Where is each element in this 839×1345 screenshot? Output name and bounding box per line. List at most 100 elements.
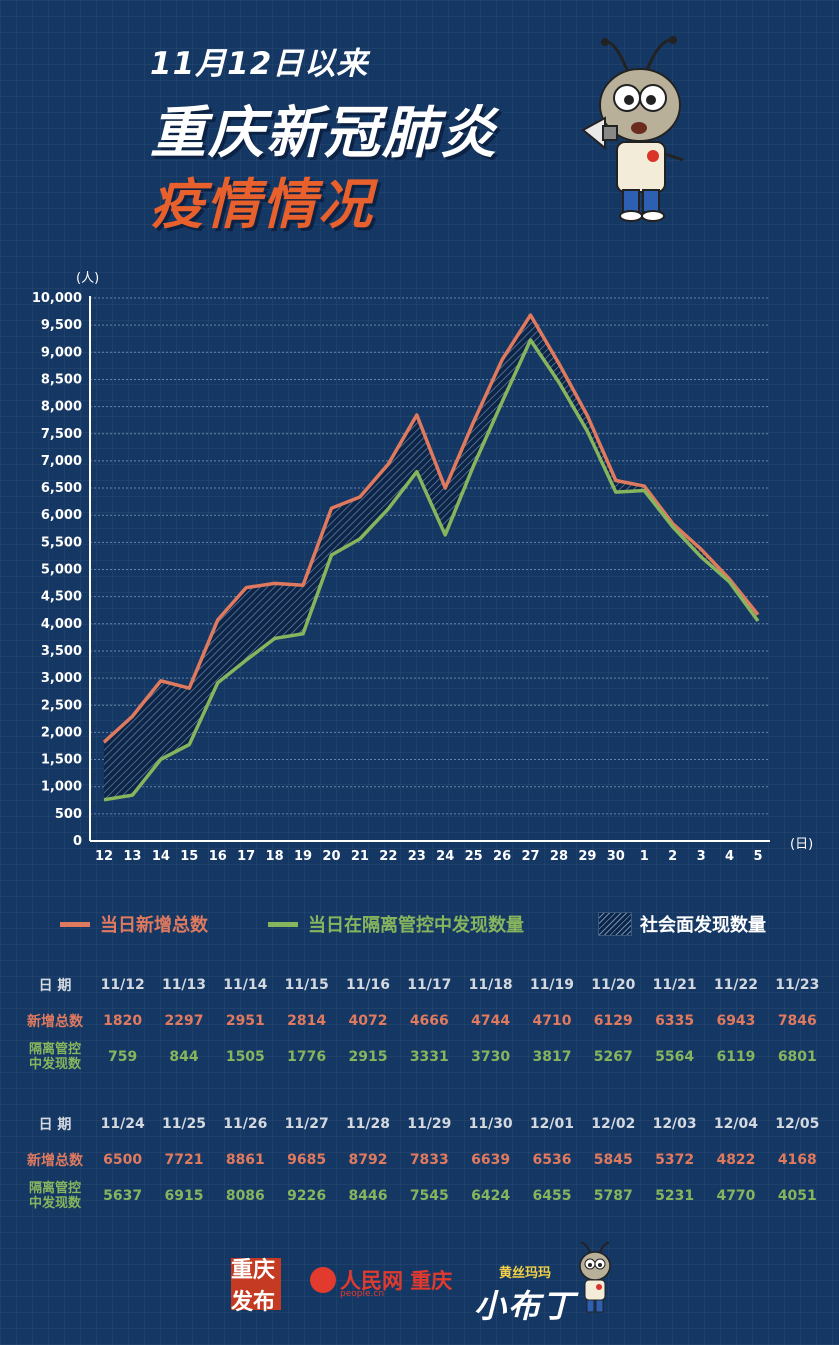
table-cell-total: 6639 [471,1152,511,1168]
table-cell-quarantine: 5564 [655,1049,695,1065]
table-cell-quarantine: 6801 [777,1049,817,1065]
row-label-quarantine-line2: 中发现数 [28,1196,81,1211]
table-cell-total: 4168 [777,1152,817,1168]
people-logo-icon [310,1267,336,1293]
table-cell-quarantine: 9226 [287,1188,327,1204]
table-cell-date: 11/15 [284,977,329,993]
table-cell-total: 4072 [348,1013,388,1029]
table-cell-date: 12/03 [652,1116,697,1132]
table-cell-quarantine: 1505 [225,1049,265,1065]
table-cell-total: 7833 [409,1152,449,1168]
y-tick-label: 3,500 [41,644,82,659]
x-axis-ticks: 12 13 14 15 16 17 18 19 20 21 22 23 24 25 26 27 28 29 30 1 2… [95,849,763,864]
y-tick-label: 4,500 [41,590,82,605]
x-tick-label: 23 [408,849,426,864]
table-cell-quarantine: 6915 [164,1188,204,1204]
table-cell-date: 11/19 [529,977,574,993]
table-cell-total: 6536 [532,1152,572,1168]
x-tick-label: 2 [668,849,677,864]
table-cell-quarantine: 6424 [471,1188,511,1204]
table-cell-date: 12/02 [591,1116,636,1132]
y-tick-label: 3,000 [41,671,82,686]
table-cell-total: 6943 [716,1013,756,1029]
table-cell-quarantine: 3730 [471,1049,511,1065]
legend-item-quarantine: 当日在隔离管控中发现数量 [268,908,524,940]
legend-label-quarantine: 当日在隔离管控中发现数量 [308,915,524,936]
table-cell-quarantine: 5231 [655,1188,695,1204]
table-cell-total: 9685 [287,1152,327,1168]
logo-people-sub: people.cn [340,1289,385,1299]
table-cell-total: 8861 [225,1152,265,1168]
table-cell-date: 11/20 [591,977,636,993]
table-cell-total: 4710 [532,1013,572,1029]
y-tick-label: 6,500 [41,481,82,496]
table-cell-quarantine: 759 [108,1049,138,1065]
y-axis-ticks: 0 500 1,000 1,500 2,000 2,500 3,000 3,500 4,000 4… [32,291,82,849]
x-tick-label: 22 [379,849,397,864]
x-tick-label: 1 [640,849,649,864]
table-cell-date: 11/26 [223,1116,268,1132]
table-cell-date: 11/21 [652,977,697,993]
y-tick-label: 6,000 [41,508,82,523]
table-cell-quarantine: 5637 [103,1188,143,1204]
data-table-part1: 日 期 11/12 11/13 11/14 11/15 11/16 11/17 11/18 1… [18,967,828,1075]
table-cell-total: 4822 [716,1152,756,1168]
legend-swatch-social [598,912,632,936]
table-cell-quarantine: 3331 [409,1049,449,1065]
table-cell-quarantine: 8086 [225,1188,265,1204]
area-hatch-social [104,315,758,800]
x-tick-label: 27 [521,849,539,864]
table-cell-total: 1820 [103,1013,143,1029]
table-row-quarantine: 隔离管控 中发现数 5637 6915 8086 9226 8446 7545 6424 645… [18,1178,828,1214]
row-label-quarantine-line2: 中发现数 [28,1057,81,1072]
table-cell-date: 11/22 [713,977,758,993]
y-tick-label: 5,000 [41,563,82,578]
row-label-quarantine: 隔离管控 中发现数 [18,1178,92,1214]
series-line-total [102,313,760,744]
table-cell-total: 2297 [164,1013,204,1029]
table-cell-date: 11/16 [345,977,391,993]
line-chart: 0 500 1,000 1,500 2,000 2,500 3,000 3,500 4,000 4… [32,271,813,864]
table-cell-quarantine: 7545 [409,1188,449,1204]
table-cell-quarantine: 844 [169,1049,199,1065]
table-cell-date: 11/23 [775,977,820,993]
table-cell-total: 6129 [593,1013,633,1029]
table-cell-date: 11/14 [223,977,268,993]
row-label-date: 日 期 [38,1117,72,1133]
logo-chongqing-fabu: 重庆发布 [231,1257,281,1315]
logo-people-text: 人民网 重庆 [340,1269,453,1293]
y-tick-label: 5,500 [41,535,82,550]
logo-xiaobuding-big: 小布丁 [474,1287,577,1325]
table-cell-total: 7846 [777,1013,817,1029]
table-row-total: 新增总数 6500 7721 8861 9685 8792 7833 6639 6536 584… [18,1142,828,1178]
x-tick-label: 17 [237,849,255,864]
table-cell-quarantine: 2915 [348,1049,388,1065]
row-label-total: 新增总数 [27,1014,83,1030]
x-tick-label: 26 [493,849,511,864]
legend-swatch-quarantine [268,921,298,927]
table-cell-date: 11/27 [284,1116,329,1132]
table-cell-total: 6335 [655,1013,695,1029]
legend-label-total: 当日新增总数 [100,915,208,936]
table-cell-date: 12/04 [713,1116,758,1132]
table-cell-date: 12/01 [529,1116,574,1132]
x-tick-label: 14 [152,849,170,864]
x-tick-label: 13 [123,849,141,864]
y-tick-label: 1,000 [41,780,82,795]
table-cell-total: 7721 [164,1152,204,1168]
x-tick-label: 15 [180,849,198,864]
x-tick-label: 20 [322,849,340,864]
table-cell-total: 6500 [103,1152,143,1168]
legend-item-total: 当日新增总数 [60,908,208,940]
logo-people-cn: 人民网 重庆 people.cn [310,1265,453,1299]
x-tick-label: 18 [266,849,284,864]
legend-item-social: 社会面发现数量 [598,908,766,940]
x-tick-label: 12 [95,849,113,864]
table-cell-date: 11/29 [407,1116,452,1132]
header-date: 11月12日以来 [150,46,369,82]
x-tick-label: 25 [465,849,483,864]
y-tick-label: 4,000 [41,617,82,632]
data-table-part2: 日 期 11/24 11/25 11/26 11/27 11/28 11/29 11/30 1… [18,1106,828,1214]
legend-swatch-total [60,921,90,927]
y-tick-label: 0 [73,834,82,849]
